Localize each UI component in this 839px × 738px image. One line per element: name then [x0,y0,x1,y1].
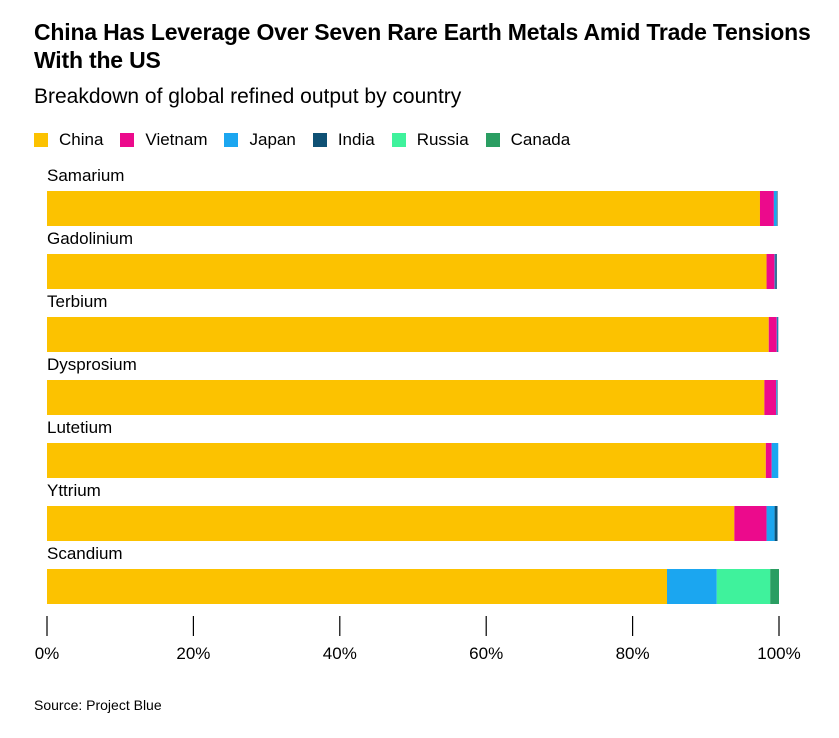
legend-swatch-russia [391,133,406,147]
bar-segment-yttrium-japan [766,506,775,541]
category-label-gadolinium: Gadolinium [47,229,133,248]
legend-item-india: India [312,130,375,150]
legend: China Vietnam Japan India Russia Canada [34,130,587,150]
legend-swatch-canada [485,133,500,147]
legend-label-china: China [59,130,104,149]
bar-segment-terbium-vietnam [768,317,777,352]
bar-segment-scandium-japan [667,569,717,604]
legend-item-canada: Canada [485,130,571,150]
legend-label-canada: Canada [510,130,571,149]
x-tick-label-2: 40% [323,644,357,663]
legend-label-japan: Japan [249,130,296,149]
x-tick-label-4: 80% [616,644,650,663]
legend-item-china: China [34,130,103,150]
legend-swatch-india [312,133,327,147]
bar-segment-terbium-india [777,317,779,352]
legend-item-russia: Russia [391,130,469,150]
bar-segment-samarium-japan [773,191,777,226]
bar-segment-yttrium-vietnam [734,506,767,541]
legend-swatch-vietnam [120,133,135,147]
bar-segment-samarium-china [47,191,760,226]
bar-segment-gadolinium-china [47,254,767,289]
category-label-dysprosium: Dysprosium [47,355,137,374]
legend-label-india: India [337,130,375,149]
bar-segment-scandium-china [47,569,668,604]
category-label-yttrium: Yttrium [47,481,101,500]
bar-segment-terbium-china [47,317,769,352]
chart-subtitle: Breakdown of global refined output by co… [34,85,462,108]
x-tick-label-5: 100% [757,644,800,663]
category-label-scandium: Scandium [47,544,123,563]
bar-segment-gadolinium-india [775,254,777,289]
bar-segment-scandium-russia [716,569,771,604]
legend-swatch-china [34,133,48,147]
bar-segment-dysprosium-india [776,380,778,415]
legend-swatch-japan [224,133,239,147]
bar-segment-dysprosium-china [47,380,765,415]
bar-segment-yttrium-china [47,506,735,541]
x-tick-label-1: 20% [176,644,210,663]
legend-item-japan: Japan [224,130,296,150]
bar-segment-dysprosium-vietnam [764,380,777,415]
category-label-terbium: Terbium [47,292,107,311]
bar-segment-yttrium-india [774,506,778,541]
bar-segment-samarium-india [776,191,778,226]
bar-segment-gadolinium-japan [774,254,776,289]
bar-segment-lutetium-vietnam [765,443,772,478]
bar-segment-gadolinium-vietnam [766,254,775,289]
source-note: Source: Project Blue [34,697,162,713]
category-label-samarium: Samarium [47,166,124,185]
chart-title: China Has Leverage Over Seven Rare Earth… [34,19,811,73]
legend-label-vietnam: Vietnam [145,130,208,149]
bar-chart: Samarium Gadolinium Terbium Dysprosium Lutet… [35,166,801,663]
bar-segment-lutetium-japan [771,443,779,478]
bar-segment-lutetium-china [47,443,766,478]
bar-segment-dysprosium-japan [776,380,777,415]
bar-segment-samarium-vietnam [759,191,774,226]
x-tick-label-0: 0% [35,644,60,663]
legend-item-vietnam: Vietnam [120,130,207,150]
bar-segment-scandium-canada [770,569,779,604]
x-tick-label-3: 60% [469,644,503,663]
category-label-lutetium: Lutetium [47,418,112,437]
legend-label-russia: Russia [416,130,469,149]
bar-segment-terbium-japan [776,317,778,352]
